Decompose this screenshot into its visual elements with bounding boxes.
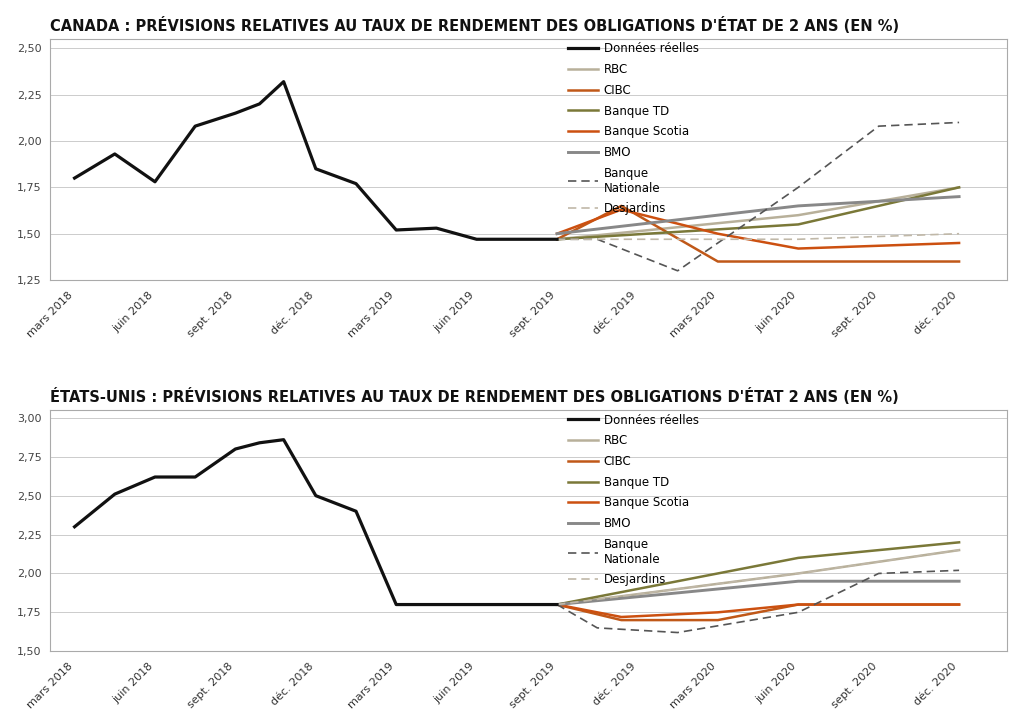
Text: CANADA : PRÉVISIONS RELATIVES AU TAUX DE RENDEMENT DES OBLIGATIONS D'ÉTAT DE 2 A: CANADA : PRÉVISIONS RELATIVES AU TAUX DE… bbox=[50, 17, 899, 33]
Legend: Données réelles, RBC, CIBC, Banque TD, Banque Scotia, BMO, Banque
Nationale, Des: Données réelles, RBC, CIBC, Banque TD, B… bbox=[568, 414, 698, 587]
Legend: Données réelles, RBC, CIBC, Banque TD, Banque Scotia, BMO, Banque
Nationale, Des: Données réelles, RBC, CIBC, Banque TD, B… bbox=[568, 42, 698, 215]
Text: ÉTATS-UNIS : PRÉVISIONS RELATIVES AU TAUX DE RENDEMENT DES OBLIGATIONS D'ÉTAT 2 : ÉTATS-UNIS : PRÉVISIONS RELATIVES AU TAU… bbox=[50, 387, 899, 405]
